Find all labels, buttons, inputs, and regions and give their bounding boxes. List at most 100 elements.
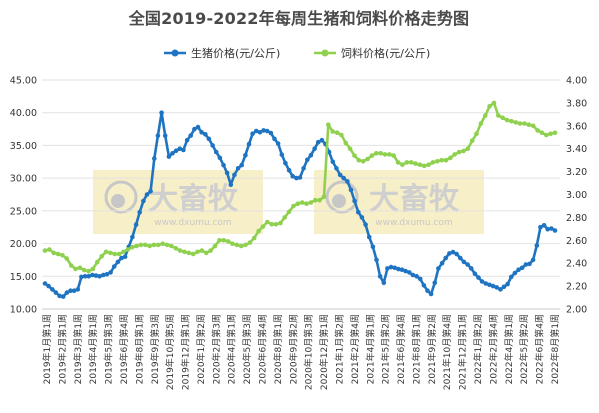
y-right-tick-label: 2.40 <box>566 259 587 270</box>
data-point <box>498 287 503 292</box>
data-point <box>221 162 226 168</box>
x-tick-label: 2020年4月第1周 <box>226 314 238 384</box>
data-point <box>352 153 357 158</box>
data-point <box>456 149 462 155</box>
data-point <box>217 155 223 161</box>
data-point <box>472 271 478 277</box>
data-point <box>290 173 296 179</box>
data-point <box>238 243 244 249</box>
x-tick-label: 2022年2月第4周 <box>487 314 499 384</box>
data-point <box>403 268 408 274</box>
data-point <box>53 290 59 295</box>
data-point <box>494 285 500 290</box>
data-point <box>112 251 117 257</box>
data-point <box>121 249 126 255</box>
data-point <box>116 251 122 257</box>
data-point <box>501 284 507 290</box>
data-point <box>204 250 209 256</box>
x-tick-label: 2022年6月第4周 <box>534 314 546 384</box>
data-point <box>487 282 492 288</box>
data-point <box>46 283 51 289</box>
data-point <box>552 130 558 135</box>
data-point <box>523 262 529 267</box>
data-point <box>268 130 274 136</box>
data-point <box>426 162 431 167</box>
data-point <box>257 130 263 135</box>
data-point <box>64 256 70 261</box>
data-point <box>535 128 540 133</box>
y-left-tick-label: 10.00 <box>10 305 37 316</box>
data-point <box>199 248 205 253</box>
watermark-url: www.dxumu.com <box>375 218 452 228</box>
data-point <box>549 226 554 231</box>
x-tick-label: 2019年2月第1周 <box>56 314 68 384</box>
data-point <box>77 265 83 271</box>
data-point <box>530 257 536 263</box>
data-point <box>334 130 340 135</box>
data-point <box>439 157 445 163</box>
data-point <box>388 264 394 270</box>
data-point <box>122 254 128 259</box>
data-point <box>60 252 65 258</box>
series-hog-price <box>42 110 558 299</box>
data-point <box>527 261 532 267</box>
data-point <box>51 250 56 256</box>
data-point <box>115 259 121 265</box>
x-tick-label: 2021年2月第4周 <box>349 314 361 384</box>
data-point <box>392 265 398 271</box>
legend-label: 生猪价格(元/公斤) <box>191 46 280 60</box>
data-point <box>104 272 110 277</box>
data-point <box>42 281 48 286</box>
y-left-tick-label: 15.00 <box>10 272 37 283</box>
data-point <box>177 248 183 253</box>
data-point <box>496 113 501 118</box>
data-point <box>319 137 325 143</box>
data-point <box>483 113 488 118</box>
data-point <box>47 247 52 252</box>
data-point <box>435 159 440 164</box>
data-point <box>469 138 475 143</box>
data-point <box>454 251 459 257</box>
data-point <box>544 132 549 138</box>
data-point <box>246 141 252 147</box>
data-point <box>264 128 270 134</box>
data-point <box>162 133 168 138</box>
data-point <box>170 151 175 156</box>
y-right-tick-label: 3.00 <box>566 190 587 201</box>
data-point <box>253 128 259 134</box>
legend-marker-icon <box>171 49 179 57</box>
data-point <box>359 215 365 220</box>
data-point <box>225 239 231 244</box>
data-point <box>382 152 388 157</box>
data-point <box>279 152 285 157</box>
data-point <box>313 197 318 203</box>
data-point <box>487 104 492 109</box>
data-point <box>42 248 48 253</box>
data-point <box>75 287 81 292</box>
data-point <box>64 290 70 295</box>
data-point <box>413 161 418 166</box>
data-point <box>133 222 139 227</box>
data-point <box>414 274 419 279</box>
y-left-tick-label: 40.00 <box>10 108 37 119</box>
data-point <box>68 263 74 268</box>
data-point <box>315 139 321 145</box>
data-point <box>321 194 327 200</box>
watermark-brand: 大畜牧 <box>148 182 239 217</box>
x-tick-label: 2020年6月第4周 <box>257 314 269 384</box>
data-point <box>81 267 87 273</box>
data-point <box>50 287 55 292</box>
data-point <box>195 124 201 130</box>
y-right-tick-label: 3.80 <box>566 98 587 109</box>
data-point <box>517 121 523 126</box>
data-point <box>330 129 336 134</box>
data-point <box>95 259 100 265</box>
data-point <box>312 146 317 151</box>
watermark-url: www.dxumu.com <box>154 218 231 228</box>
legend-label: 饲料价格(元/公斤) <box>341 46 430 60</box>
watermark-logo-dot <box>332 194 346 208</box>
y-right-tick-label: 3.40 <box>566 144 587 155</box>
data-point <box>374 257 379 263</box>
data-point <box>184 137 190 143</box>
